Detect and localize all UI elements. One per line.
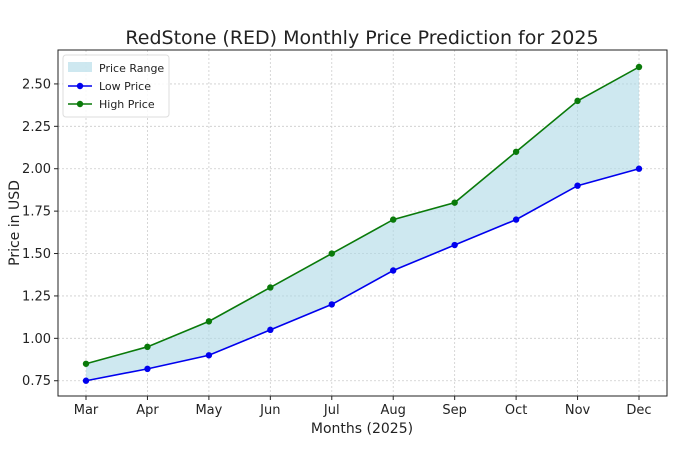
- y-tick-label: 1.00: [22, 332, 51, 347]
- chart-title: RedStone (RED) Monthly Price Prediction …: [125, 27, 598, 49]
- high-price-line: [85, 66, 640, 365]
- low-price-point: [144, 365, 151, 373]
- legend-swatch-range: [68, 62, 92, 72]
- y-tick-label: 1.75: [22, 205, 51, 220]
- high-price-point: [328, 250, 335, 257]
- plot-frame: [57, 49, 668, 397]
- low-price-line: [85, 167, 640, 382]
- legend-label-high: High Price: [99, 98, 155, 111]
- low-price-point: [574, 182, 581, 189]
- y-tick-label: 1.25: [22, 289, 51, 304]
- high-price-point: [205, 318, 213, 325]
- x-tick-label: Jun: [259, 403, 280, 418]
- low-price-point: [390, 267, 397, 274]
- high-price-point: [574, 97, 581, 105]
- x-tick-label: May: [195, 403, 222, 418]
- y-tick-label: 2.25: [22, 120, 51, 135]
- y-tick-label: 2.00: [22, 162, 51, 177]
- x-tick-label: Oct: [505, 403, 527, 418]
- high-price-point: [451, 199, 458, 206]
- y-tick-label: 0.75: [22, 374, 51, 389]
- y-tick-label: 2.50: [22, 77, 51, 92]
- y-tick-label: 1.50: [22, 247, 51, 262]
- legend-label-low: Low Price: [99, 80, 151, 93]
- x-tick-label: Nov: [565, 403, 591, 418]
- x-tick-label: Apr: [136, 403, 159, 418]
- x-tick-label: Aug: [381, 403, 406, 418]
- x-tick-label: Dec: [626, 403, 651, 418]
- high-price-point: [267, 284, 274, 291]
- low-price-point: [205, 352, 213, 359]
- legend-label-range: Price Range: [99, 62, 164, 75]
- x-axis-label: Months (2025): [311, 421, 413, 437]
- low-price-point: [451, 241, 458, 249]
- low-price-point: [267, 326, 274, 334]
- high-price-point: [82, 360, 90, 367]
- low-price-point: [328, 301, 335, 308]
- x-tick-label: Mar: [74, 403, 99, 418]
- low-price-point: [635, 165, 643, 172]
- high-price-point: [635, 63, 643, 71]
- legend: Price Range Low Price High Price: [62, 54, 170, 118]
- high-price-point: [512, 148, 520, 155]
- low-price-point: [82, 377, 90, 384]
- high-price-point: [390, 216, 397, 223]
- low-price-point: [512, 216, 520, 223]
- x-tick-label: Sep: [442, 403, 467, 418]
- y-axis-label: Price in USD: [7, 180, 23, 266]
- x-tick-label: Jul: [323, 403, 340, 418]
- high-price-point: [144, 343, 151, 351]
